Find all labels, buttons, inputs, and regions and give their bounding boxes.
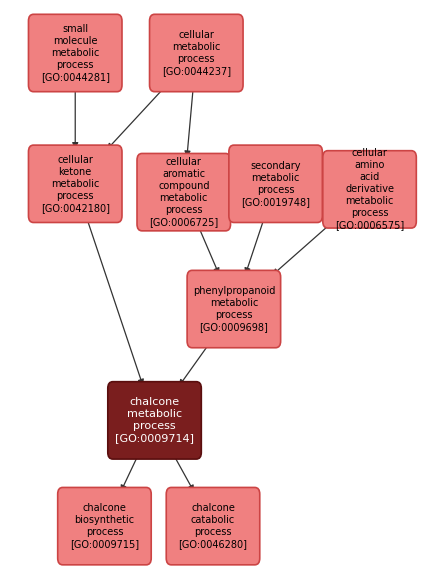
FancyBboxPatch shape [323, 151, 416, 228]
FancyBboxPatch shape [108, 382, 201, 459]
FancyBboxPatch shape [166, 487, 260, 565]
Text: chalcone
biosynthetic
process
[GO:0009715]: chalcone biosynthetic process [GO:000971… [70, 503, 139, 549]
Text: secondary
metabolic
process
[GO:0019748]: secondary metabolic process [GO:0019748] [241, 161, 310, 207]
FancyBboxPatch shape [29, 14, 122, 91]
Text: chalcone
catabolic
process
[GO:0046280]: chalcone catabolic process [GO:0046280] [178, 503, 248, 549]
FancyBboxPatch shape [29, 145, 122, 223]
FancyBboxPatch shape [137, 153, 230, 231]
Text: cellular
aromatic
compound
metabolic
process
[GO:0006725]: cellular aromatic compound metabolic pro… [149, 157, 219, 227]
Text: small
molecule
metabolic
process
[GO:0044281]: small molecule metabolic process [GO:004… [41, 24, 110, 82]
Text: cellular
amino
acid
derivative
metabolic
process
[GO:0006575]: cellular amino acid derivative metabolic… [335, 148, 404, 231]
FancyBboxPatch shape [187, 270, 281, 348]
FancyBboxPatch shape [229, 145, 322, 223]
Text: chalcone
metabolic
process
[GO:0009714]: chalcone metabolic process [GO:0009714] [115, 398, 194, 444]
FancyBboxPatch shape [150, 14, 243, 91]
Text: cellular
ketone
metabolic
process
[GO:0042180]: cellular ketone metabolic process [GO:00… [41, 155, 110, 213]
Text: cellular
metabolic
process
[GO:0044237]: cellular metabolic process [GO:0044237] [162, 30, 231, 76]
FancyBboxPatch shape [58, 487, 151, 565]
Text: phenylpropanoid
metabolic
process
[GO:0009698]: phenylpropanoid metabolic process [GO:00… [193, 286, 275, 332]
